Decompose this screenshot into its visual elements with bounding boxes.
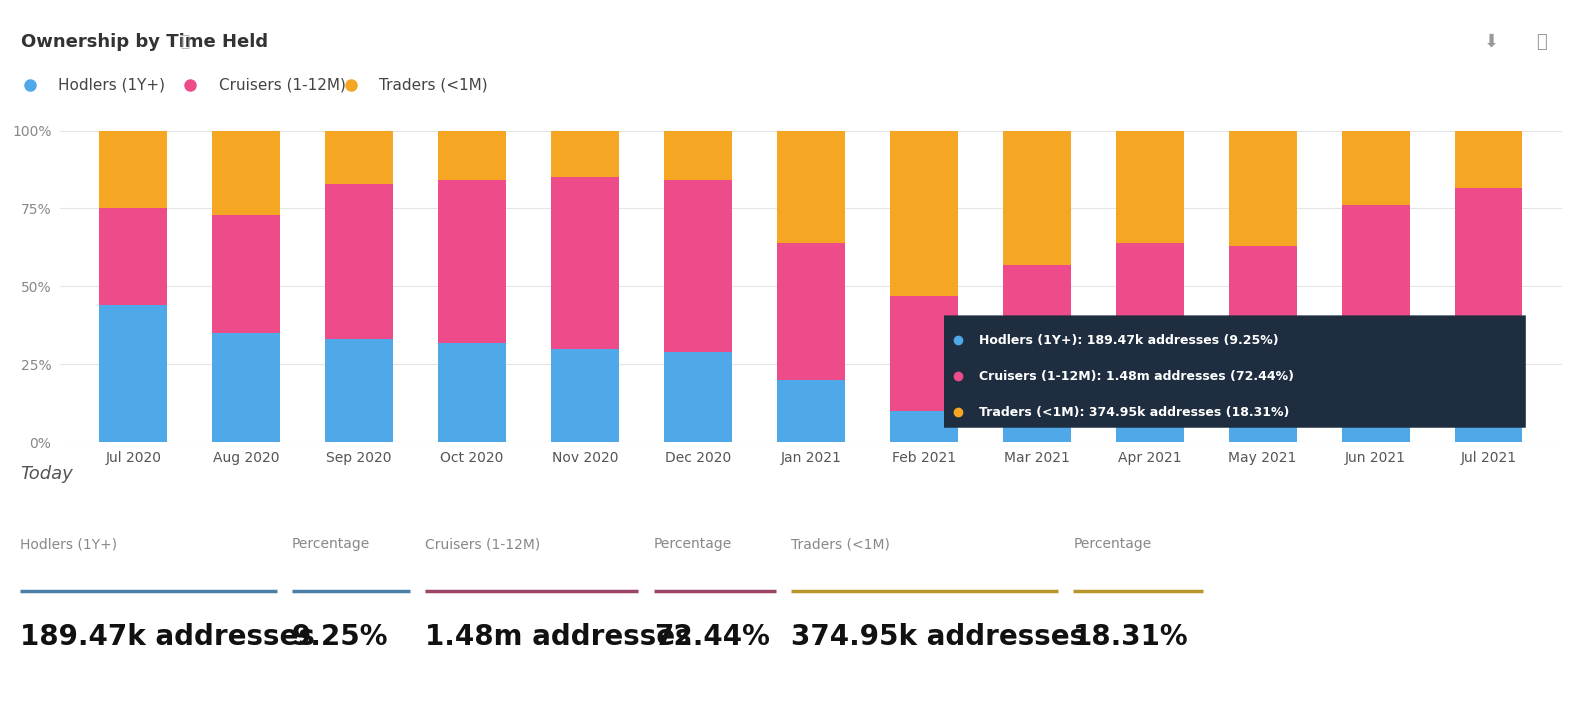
Bar [1455, 130, 1523, 188]
Bar [1342, 130, 1409, 205]
Text: Today: Today [20, 465, 74, 483]
Bar [212, 334, 280, 442]
Text: ⬇: ⬇ [1483, 33, 1499, 51]
Bar [326, 183, 393, 339]
Bar [1342, 205, 1409, 414]
Text: 9.25%: 9.25% [293, 623, 389, 651]
Text: ⓘ: ⓘ [181, 34, 190, 49]
Bar [777, 130, 845, 243]
Text: ⛶: ⛶ [1537, 33, 1546, 51]
Text: 189.47k addresses: 189.47k addresses [20, 623, 315, 651]
Bar [664, 130, 731, 181]
Bar [212, 130, 280, 215]
Text: Percentage: Percentage [654, 537, 731, 551]
Bar [1229, 246, 1296, 411]
Text: Hodlers (1Y+): Hodlers (1Y+) [20, 537, 118, 551]
Bar [1229, 411, 1296, 442]
Bar [664, 181, 731, 352]
Bar [890, 411, 958, 442]
Text: 1.48m addresses: 1.48m addresses [425, 623, 692, 651]
Text: Cruisers (1-12M): 1.48m addresses (72.44%): Cruisers (1-12M): 1.48m addresses (72.44… [978, 370, 1293, 383]
Bar [1004, 408, 1071, 442]
Bar [1004, 265, 1071, 408]
Bar [1455, 413, 1523, 442]
Text: Ownership by Time Held: Ownership by Time Held [22, 33, 269, 51]
Text: Cruisers (1-12M): Cruisers (1-12M) [219, 78, 346, 93]
Bar [439, 181, 507, 342]
Bar [326, 130, 393, 183]
Text: Cruisers (1-12M): Cruisers (1-12M) [425, 537, 540, 551]
Bar [551, 349, 618, 442]
Bar [777, 380, 845, 442]
Text: Percentage: Percentage [293, 537, 370, 551]
Bar [1229, 130, 1296, 246]
Bar [212, 215, 280, 334]
Bar [890, 296, 958, 411]
Bar [551, 178, 618, 349]
Bar [326, 339, 393, 442]
Bar [777, 243, 845, 380]
Bar [1115, 243, 1183, 408]
Bar [99, 305, 167, 442]
Bar [439, 342, 507, 442]
Text: Traders (<1M): Traders (<1M) [791, 537, 890, 551]
Bar [1115, 408, 1183, 442]
Text: Traders (<1M): Traders (<1M) [379, 78, 488, 93]
Bar [551, 130, 618, 178]
FancyBboxPatch shape [944, 315, 1526, 428]
Bar [1004, 130, 1071, 265]
Bar [1115, 130, 1183, 243]
Text: 18.31%: 18.31% [1073, 623, 1189, 651]
Text: Percentage: Percentage [1073, 537, 1151, 551]
Bar [439, 130, 507, 181]
Bar [890, 130, 958, 296]
Bar [99, 209, 167, 305]
Text: Traders (<1M): 374.95k addresses (18.31%): Traders (<1M): 374.95k addresses (18.31%… [978, 405, 1290, 418]
Bar [1342, 414, 1409, 442]
Bar [1455, 188, 1523, 413]
Text: 72.44%: 72.44% [654, 623, 769, 651]
Text: 374.95k addresses: 374.95k addresses [791, 623, 1085, 651]
Text: Hodlers (1Y+): Hodlers (1Y+) [58, 78, 165, 93]
Bar [99, 130, 167, 209]
Text: Hodlers (1Y+): 189.47k addresses (9.25%): Hodlers (1Y+): 189.47k addresses (9.25%) [978, 334, 1279, 347]
Bar [664, 352, 731, 442]
